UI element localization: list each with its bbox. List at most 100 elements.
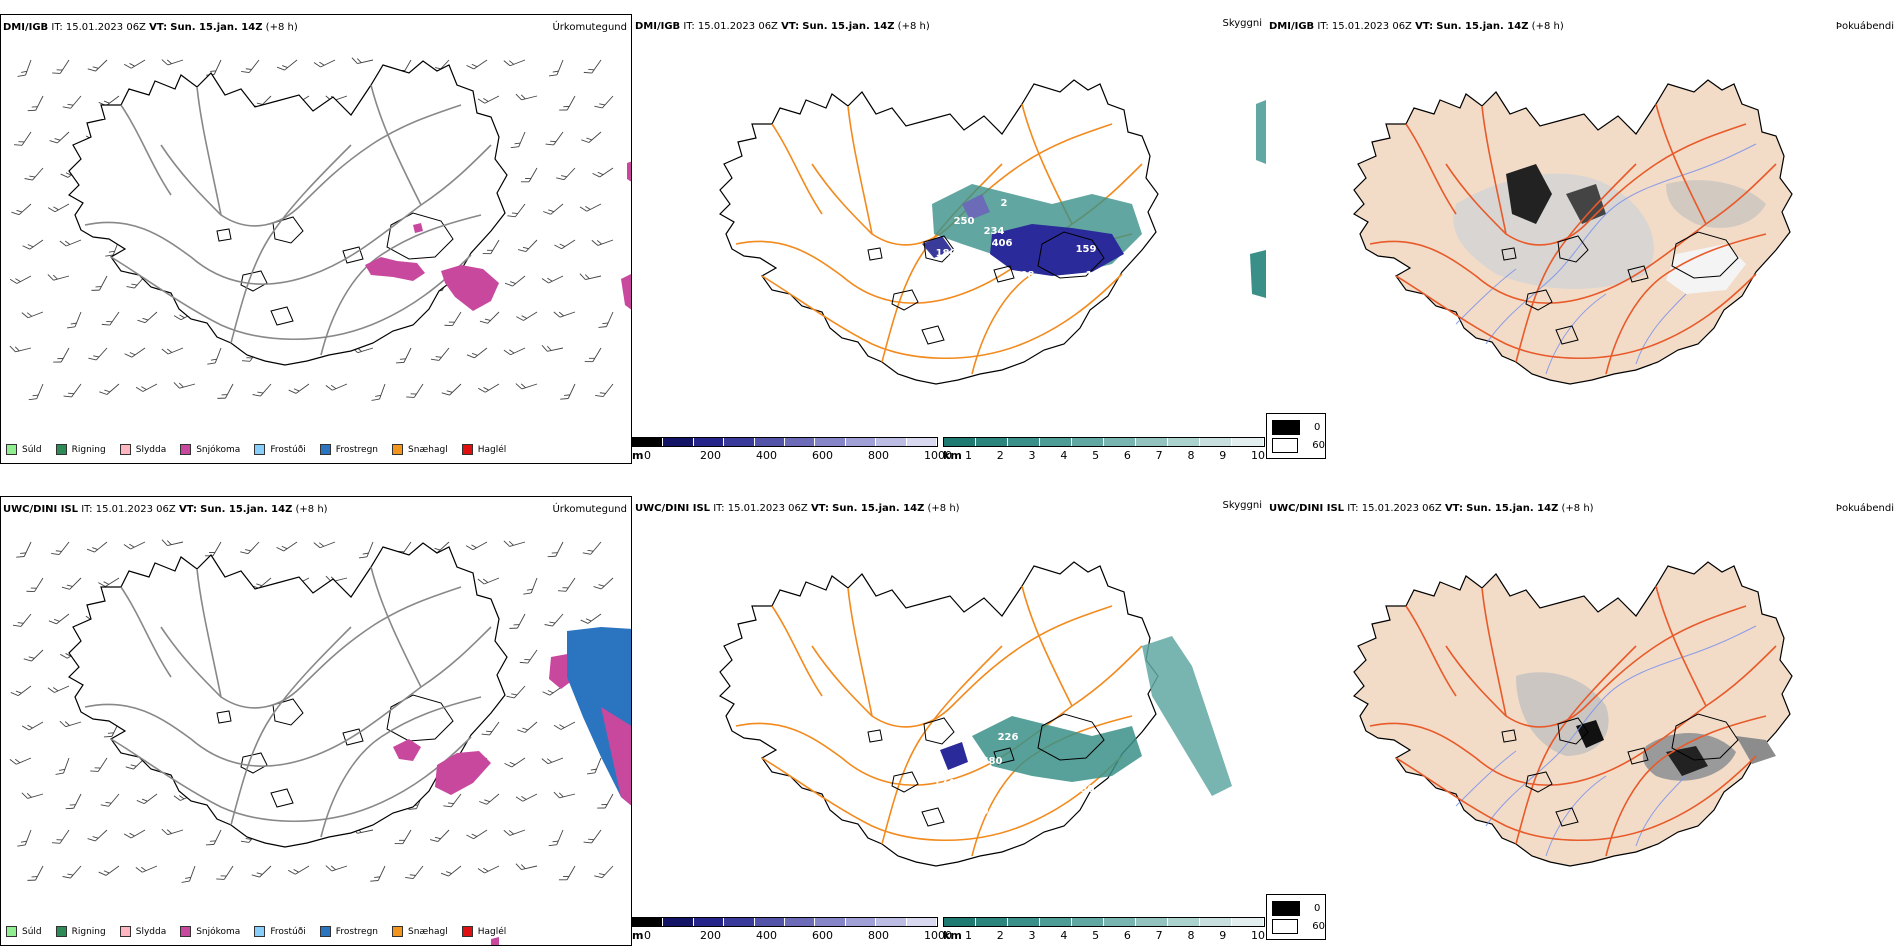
colorbar-unit: km [943, 449, 962, 462]
wind-barb [161, 822, 184, 837]
wind-barb [477, 571, 500, 586]
wind-barb [26, 573, 44, 596]
wind-barb [541, 340, 564, 353]
wind-barb [47, 197, 70, 215]
legend-swatch [119, 444, 131, 455]
wind-barb [48, 608, 70, 627]
colorbar-tick: 3 [1028, 929, 1036, 942]
wind-barb [59, 714, 82, 729]
colorbar-strip [943, 437, 1265, 447]
wind-barb [205, 826, 222, 849]
wind-barb [27, 92, 44, 115]
colorbar-bin [754, 918, 786, 926]
wind-barb [596, 790, 614, 812]
height-label: 2 [1025, 706, 1032, 717]
wind-barb [9, 340, 32, 354]
legend-swatch [254, 926, 266, 937]
colorbar-bin [1168, 918, 1200, 926]
colorbar-tick: 7 [1155, 929, 1163, 942]
visibility-colorbar-top: km 1 2 3 4 5 6 7 8 9 10 [943, 437, 1265, 463]
colorbar-bin [663, 438, 694, 446]
wind-barb [123, 53, 146, 71]
legend-label: Snjókoma [196, 444, 241, 455]
colorbar-bin [1104, 918, 1136, 926]
wind-barb [583, 825, 602, 847]
colorbar-bin [1136, 918, 1168, 926]
legend-entry: Súld [6, 926, 42, 937]
colorbar-bin [785, 438, 816, 446]
wind-barb [593, 90, 614, 112]
low-visibility-area [940, 636, 1232, 796]
wind-barb [21, 786, 44, 800]
colorbar-bin [1008, 438, 1040, 446]
height-label: 406 [992, 238, 1013, 249]
legend-label: Frostregn [335, 444, 379, 455]
wind-barb [10, 679, 32, 699]
colorbar-tick: 800 [868, 449, 889, 462]
vt-value: Sun. 15.jan. 14Z [1436, 21, 1529, 32]
legend-entry: Rigning [55, 444, 106, 455]
panel-header: UWC/DINI ISL IT: 15.01.2023 06Z VT: Sun.… [635, 503, 960, 514]
height-label: 168 [944, 260, 965, 271]
it-label: IT: [51, 22, 63, 33]
colorbar-bin [1040, 438, 1072, 446]
wind-barb [444, 307, 462, 330]
wind-barb [558, 92, 576, 114]
wind-barb [89, 753, 108, 776]
colorbar-bin [724, 438, 755, 446]
it-label: IT: [683, 21, 695, 32]
wind-barb [90, 272, 108, 295]
colorbar-bin [906, 918, 938, 926]
wind-barb [135, 859, 158, 875]
wind-barb [580, 126, 602, 146]
wind-barb [87, 54, 108, 75]
wind-barb [87, 824, 108, 845]
model-name: UWC/DINI ISL [3, 504, 79, 515]
vt-label: VT: [178, 504, 197, 515]
wind-barb [11, 198, 32, 218]
height-label: 2 [1001, 198, 1008, 209]
colorbar-unit: m [632, 449, 644, 462]
wind-barb [548, 56, 564, 79]
colorbar-bin [754, 438, 786, 446]
wind-barb [65, 790, 82, 813]
height-colorbar-bottom: m 0 200 400 600 800 1000 [632, 917, 952, 943]
wind-barb [59, 233, 82, 248]
lead-time: (+8 h) [927, 503, 960, 514]
colorbar-bin [876, 918, 907, 926]
wind-barb [124, 341, 146, 360]
it-label: IT: [81, 504, 93, 515]
panel-header: DMI/IGB IT: 15.01.2023 06Z VT: Sun. 15.j… [1269, 21, 1564, 32]
colorbar-bin [693, 918, 725, 926]
legend-label: 60 [1312, 439, 1325, 451]
wind-barb [61, 572, 82, 593]
height-colorbar-top: m 0 200 400 600 800 1000 [632, 437, 952, 463]
vt-value: Sun. 15.jan. 14Z [1466, 503, 1559, 514]
panel-header: UWC/DINI ISL IT: 15.01.2023 06Z VT: Sun.… [1269, 503, 1594, 514]
legend-swatch [55, 926, 67, 937]
wind-barb [593, 572, 614, 593]
wind-barb [429, 824, 450, 845]
legend-entry: 0 [1267, 418, 1325, 436]
wind-barb [215, 861, 234, 884]
wind-barb [405, 379, 424, 402]
wind-barb [101, 307, 120, 329]
legend-label: Haglél [477, 926, 507, 937]
wind-barb [240, 55, 260, 77]
visibility-colorbar-bottom: km 1 2 3 4 5 6 7 8 9 10 [943, 917, 1265, 943]
wind-barb [504, 751, 526, 770]
wind-barb [582, 537, 602, 558]
wind-barb [479, 306, 500, 327]
wind-barb [553, 786, 576, 800]
colorbar-tick: 5 [1092, 929, 1100, 942]
legend-label: 0 [1314, 421, 1321, 433]
wind-barb [49, 126, 70, 147]
legend-swatch [319, 926, 331, 937]
colorbar-bin [1200, 918, 1232, 926]
wind-barb [477, 859, 500, 876]
precip-panel-bottom: UWC/DINI ISL IT: 15.01.2023 06Z VT: Sun.… [0, 496, 632, 946]
height-label: 250 [954, 216, 975, 227]
wind-barb [252, 378, 272, 400]
wind-barb [26, 862, 44, 885]
wind-barb [66, 308, 82, 331]
